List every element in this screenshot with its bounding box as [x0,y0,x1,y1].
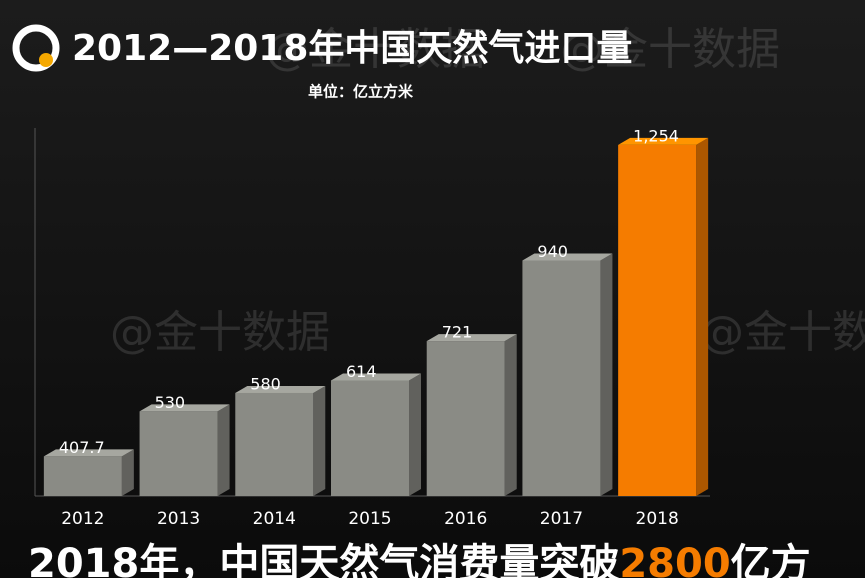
bar-side [504,334,517,496]
logo [12,24,60,72]
bar-top [331,373,421,381]
bar [139,411,218,496]
bar [235,392,314,496]
bar-top [43,449,134,457]
x-tick-label: 2017 [540,509,583,529]
bar [522,260,601,496]
x-tick-label: 2012 [61,509,104,529]
value-label: 1,254 [633,126,679,145]
bar-side [696,137,709,497]
bar [618,144,697,497]
x-tick-label: 2014 [253,509,296,529]
watermark: @金十数据 [700,307,865,358]
bar-side [121,449,134,496]
bar [331,380,409,496]
value-label: 580 [250,374,281,393]
value-label: 614 [346,362,377,381]
caption-text: 2018年，中国天然气消费量突破 [28,541,619,578]
value-label: 940 [537,242,568,261]
value-label: 530 [155,393,186,412]
x-tick-label: 2018 [636,509,679,529]
bar-side [217,404,230,496]
bar-side [313,385,326,496]
bar-top [139,404,230,412]
bar-side [600,253,613,496]
chart-title: 2012—2018年中国天然气进口量 [72,27,632,69]
bar-top [426,334,517,342]
x-tick-label: 2016 [444,509,487,529]
caption-highlight: 2800 [619,541,730,578]
caption: 2018年，中国天然气消费量突破2800亿方 [28,541,811,578]
watermark: @金十数据 [265,24,485,75]
bar-top [235,385,326,393]
bar-top [522,253,613,261]
x-tick-label: 2013 [157,509,200,529]
watermark: @金十数据 [110,307,330,358]
watermark: @金十数据 [560,24,780,75]
value-label: 721 [442,323,473,342]
value-label: 407.7 [59,438,105,457]
bar [43,456,122,496]
caption-text: 亿方 [731,541,811,578]
x-tick-label: 2015 [348,509,391,529]
bar-side [409,373,421,496]
bar-top [618,137,709,145]
chart-subtitle: 单位：亿立方米 [308,83,414,101]
bar [426,341,505,496]
